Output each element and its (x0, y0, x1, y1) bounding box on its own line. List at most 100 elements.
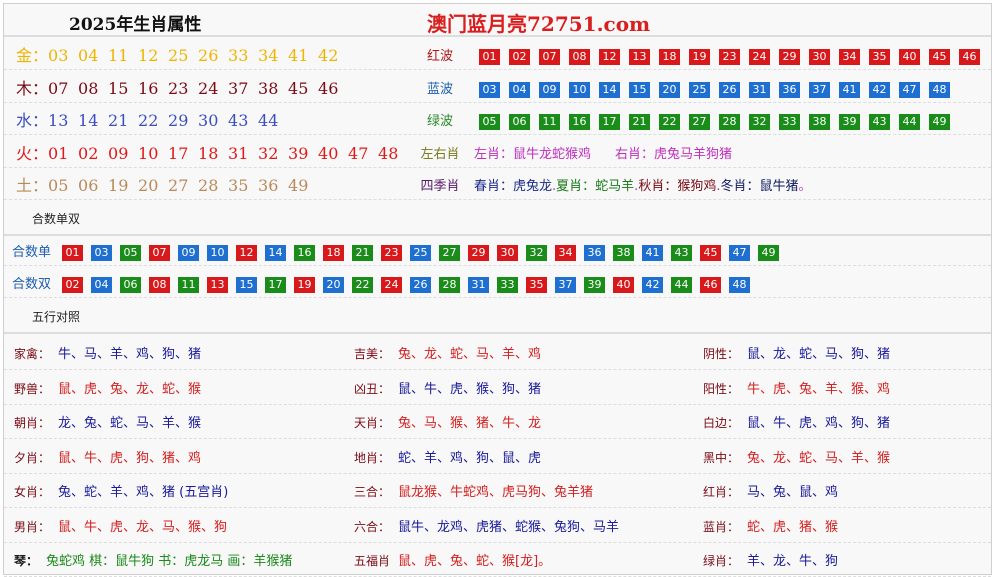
element-number: 23 (168, 78, 189, 98)
cell-label: 阴性： (703, 347, 740, 361)
element-number: 15 (108, 78, 129, 98)
element-number: 16 (138, 78, 159, 98)
heshu-odd-row: 合数单 01 03 05 07 09 10 12 14 16 18 21 23 25 27 29 30 32 34 3… (4, 234, 991, 266)
number-ball: 42 (642, 277, 663, 293)
number-ball: 16 (294, 245, 315, 261)
element-label: 火： (16, 143, 49, 163)
number-ball: 39 (584, 277, 605, 293)
wuxing-cell: 凶丑： 鼠、牛、虎、猴、狗、猪 (354, 378, 541, 397)
cell-label: 朝肖： (14, 416, 51, 430)
cell-label: 三合： (354, 485, 391, 499)
wuxing-cell: 蓝肖： 蛇、虎、猪、猴 (703, 516, 838, 535)
wuxing-row: 夕肖： 鼠、牛、虎、狗、猪、鸡 地肖： 蛇、羊、鸡、狗、鼠、虎 黑中： 兔、龙、蛇、马、羊… (4, 438, 991, 474)
number-ball: 21 (352, 245, 373, 261)
season-part: . (552, 179, 557, 194)
wave-label: 绿波 (426, 114, 453, 129)
number-ball: 36 (779, 81, 800, 98)
number-ball: 45 (929, 49, 950, 65)
number-ball: 12 (236, 245, 257, 261)
cell-value: 兔、马、猴、猪、牛、龙 (398, 416, 542, 431)
right-zodiac: 右肖：虎兔马羊狗猪 (615, 146, 733, 162)
number-ball: 17 (265, 277, 286, 293)
element-number: 19 (108, 176, 129, 195)
season-part: 冬肖：鼠牛猪 (720, 179, 799, 194)
number-ball: 05 (479, 114, 500, 130)
element-number: 38 (258, 78, 279, 98)
wuxing-cell: 三合： 鼠龙猴、牛蛇鸡、虎马狗、兔羊猪 (354, 481, 593, 500)
season-part: 秋肖：猴狗鸡 (638, 179, 717, 194)
element-number: 43 (228, 111, 249, 130)
zodiac-table: 2025年生肖属性 澳门蓝月亮72751.com 金：03 04 11 12 25 26 3… (3, 3, 992, 577)
number-ball: 20 (323, 277, 344, 293)
number-ball: 16 (569, 114, 590, 130)
number-ball: 18 (659, 49, 680, 65)
element-number: 41 (288, 46, 309, 65)
element-number: 14 (78, 111, 99, 130)
element-number: 20 (138, 176, 159, 195)
cell-value: 兔、龙、蛇、马、羊、鸡 (398, 347, 542, 362)
number-ball: 14 (265, 245, 286, 261)
section-wuxing: 五行对照 (4, 298, 991, 334)
cell-label: 天肖： (354, 416, 391, 430)
cell-value: 鼠龙猴、牛蛇鸡、虎马狗、兔羊猪 (398, 485, 594, 500)
number-ball: 48 (929, 81, 950, 98)
cell-label: 阳性： (703, 381, 740, 396)
number-ball: 02 (509, 49, 530, 65)
cell-value: 牛、马、羊、鸡、狗、猪 (58, 347, 202, 362)
cell-label: 男肖： (14, 519, 51, 534)
number-ball: 15 (629, 81, 650, 98)
number-list: 01 03 05 07 09 10 12 14 16 18 21 23 25 27 29 30 32 34 36 38… (62, 241, 787, 261)
wuxing-cell: 阳性： 牛、虎、兔、羊、猴、鸡 (703, 378, 890, 397)
element-number: 49 (288, 176, 309, 195)
element-number: 37 (228, 78, 249, 98)
number-ball: 27 (689, 114, 710, 130)
number-ball: 13 (207, 277, 228, 293)
number-ball: 30 (809, 49, 830, 65)
wave-label: 红波 (426, 49, 453, 64)
number-ball: 43 (869, 114, 890, 130)
left-zodiac: 左肖：鼠牛龙蛇猴鸡 (474, 146, 592, 162)
site-name: 澳门蓝月亮72751.com (427, 12, 651, 36)
wuxing-cell: 红肖： 马、兔、鼠、鸡 (703, 481, 838, 500)
wuxing-row: 家禽： 牛、马、羊、鸡、狗、猪 吉美： 兔、龙、蛇、马、羊、鸡 阴性： 鼠、龙、蛇、马、狗… (4, 334, 991, 370)
number-ball: 02 (62, 277, 83, 293)
element-label: 水： (16, 111, 49, 130)
cell-value: 羊、龙、牛、狗 (747, 554, 839, 569)
number-ball: 37 (555, 277, 576, 293)
number-ball: 10 (207, 245, 228, 261)
number-ball: 41 (642, 245, 663, 261)
element-number: 31 (228, 143, 249, 163)
wuxing-row: 女肖： 兔、蛇、羊、鸡、猪 (五宫肖) 三合： 鼠龙猴、牛蛇鸡、虎马狗、兔羊猪 红肖： 马… (4, 472, 991, 508)
element-number: 48 (378, 143, 399, 163)
cell-label: 蓝肖： (703, 519, 740, 534)
element-label: 土： (16, 176, 49, 195)
season-part: 春肖：虎兔龙 (474, 179, 553, 194)
number-ball: 34 (555, 245, 576, 261)
number-ball: 49 (758, 245, 779, 261)
wuxing-cell: 吉美： 兔、龙、蛇、马、羊、鸡 (354, 343, 541, 362)
cell-value: 鼠、龙、蛇、马、狗、猪 (747, 347, 891, 362)
section-title: 五行对照 (32, 310, 81, 324)
number-ball: 25 (410, 245, 431, 261)
number-ball: 28 (439, 277, 460, 293)
number-ball: 12 (599, 49, 620, 65)
number-ball: 26 (719, 81, 740, 98)
cell-label: 女肖： (14, 485, 51, 499)
number-ball: 23 (719, 49, 740, 65)
element-number: 10 (138, 143, 159, 163)
cell-value: 鼠、牛、虎、龙、马、猴、狗 (58, 519, 228, 535)
element-number: 32 (258, 143, 279, 163)
heshu-even-row: 合数双 02 04 06 08 11 13 15 17 19 20 22 24 26 28 31 33 35 37 3… (4, 266, 991, 298)
element-number: 02 (78, 143, 99, 163)
number-ball: 07 (539, 49, 560, 65)
cell-label: 地肖： (354, 450, 391, 465)
wuxing-row: 琴： 兔蛇鸡 棋：鼠牛狗 书：虎龙马 画：羊猴猪 五福肖 鼠、虎、兔、蛇、猴[龙]。 绿… (4, 541, 991, 577)
element-number: 28 (198, 176, 219, 195)
element-number: 39 (288, 143, 309, 163)
number-ball: 06 (509, 114, 530, 130)
left-right-text: 左肖：鼠牛龙蛇猴鸡 右肖：虎兔马羊狗猪 (474, 143, 732, 162)
element-number: 44 (258, 111, 279, 130)
section-title: 合数单双 (32, 212, 81, 226)
number-ball: 22 (352, 277, 373, 293)
number-ball: 26 (410, 277, 431, 293)
